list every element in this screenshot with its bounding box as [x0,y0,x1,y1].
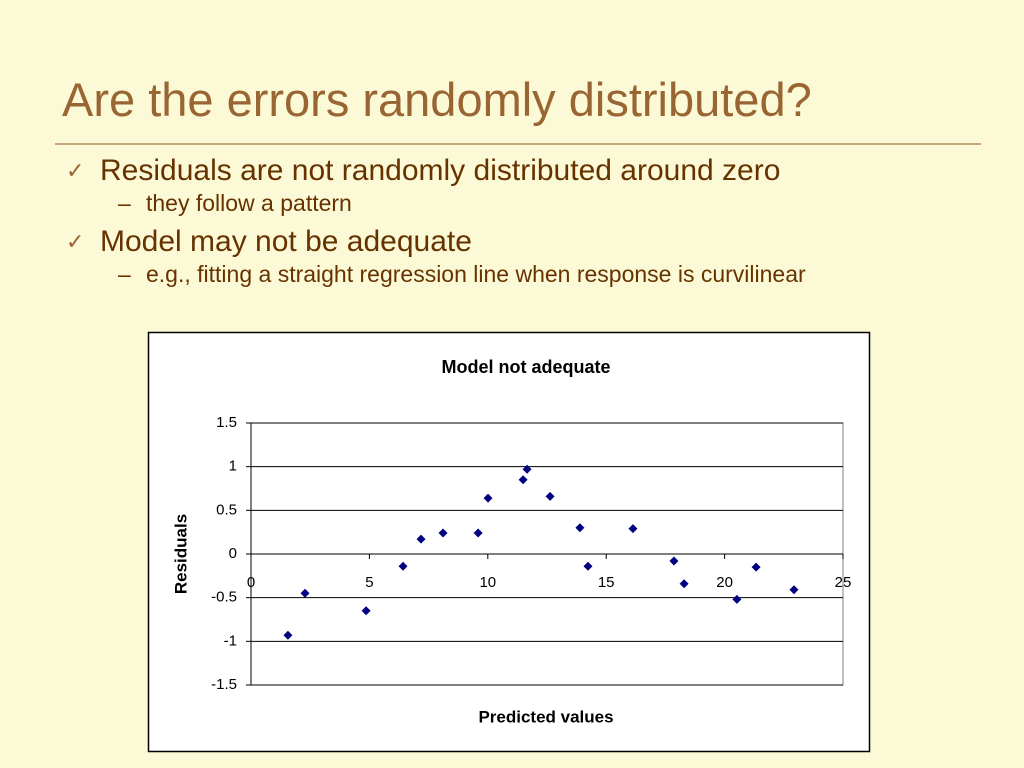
y-tick-label: -1.5 [211,676,237,693]
data-point [789,585,799,595]
data-point [416,534,426,544]
data-point [628,524,638,534]
x-axis-title: Predicted values [478,707,613,726]
sub-list: e.g., fitting a straight regression line… [100,261,806,288]
data-point [545,491,555,501]
sub-list: they follow a pattern [100,190,806,217]
x-tick-label: 5 [365,574,373,591]
slide-title: Are the errors randomly distributed? [62,73,812,126]
data-point [361,606,371,616]
bullet-text: Model may not be adequate [100,225,472,258]
x-tick-label: 20 [716,574,733,591]
data-point [669,556,679,566]
data-point [751,562,761,572]
x-tick-label: 10 [479,574,496,591]
data-point [300,588,310,598]
data-point [518,475,528,485]
data-point [575,523,585,533]
sub-bullet: they follow a pattern [100,190,806,217]
title-rule [55,143,981,145]
bullet: Residuals are not randomly distributed a… [66,154,806,217]
x-tick-label: 25 [835,574,852,591]
x-tick-label: 15 [598,574,615,591]
data-point [283,630,293,640]
x-tick-label: 0 [247,574,255,591]
y-tick-label: 1.5 [216,414,237,431]
y-axis-title: Residuals [171,514,190,594]
bullet-text: Residuals are not randomly distributed a… [100,154,781,187]
data-point [732,594,742,604]
y-tick-label: 1 [229,458,237,475]
y-tick-label: 0.5 [216,501,237,518]
sub-bullet: e.g., fitting a straight regression line… [100,261,806,288]
data-point [438,528,448,538]
data-point [483,493,493,503]
chart-frame [147,331,871,753]
data-point [583,561,593,571]
data-point [473,528,483,538]
data-point [522,464,532,474]
y-tick-label: -1 [224,632,237,649]
bullet: Model may not be adequate e.g., fitting … [66,225,806,288]
y-tick-label: -0.5 [211,589,237,606]
y-tick-label: 0 [229,545,237,562]
data-point [679,579,689,589]
chart-title: Model not adequate [441,357,610,377]
bullet-list: Residuals are not randomly distributed a… [66,154,806,296]
data-point [398,561,408,571]
